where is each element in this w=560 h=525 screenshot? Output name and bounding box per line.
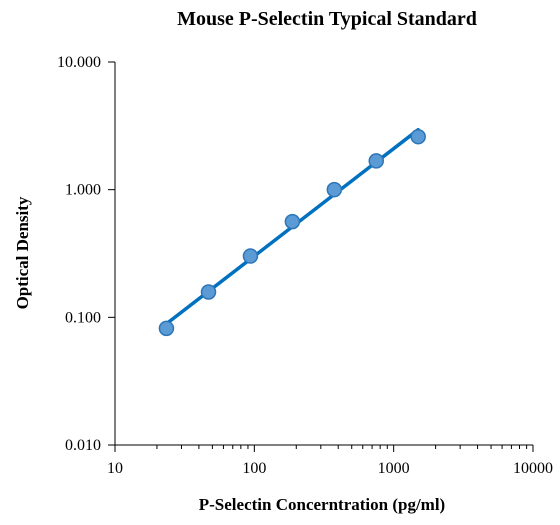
data-point <box>284 213 301 230</box>
x-tick-label: 10 <box>107 460 123 477</box>
y-tick-label: 0.010 <box>65 437 101 454</box>
y-tick-label: 10.000 <box>57 54 101 71</box>
y-tick-label: 0.100 <box>65 309 101 326</box>
x-tick-label: 10000 <box>513 460 553 477</box>
y-axis-label: Optical Density <box>13 196 32 309</box>
data-point <box>200 284 217 300</box>
data-point <box>368 153 385 169</box>
data-points <box>158 128 426 337</box>
data-point <box>410 128 426 145</box>
x-tick-label: 1000 <box>378 460 410 477</box>
data-point <box>158 320 175 337</box>
y-tick-label: 1.000 <box>65 182 101 199</box>
x-tick-label: 100 <box>242 460 266 477</box>
data-point <box>242 248 259 264</box>
axes: 0.010 0.100 1.000 10.000 10 100 1000 10000 <box>57 54 553 477</box>
x-axis-label: P-Selectin Concerntration (pg/ml) <box>199 495 445 514</box>
chart-title: Mouse P-Selectin Typical Standard <box>177 8 477 30</box>
data-point <box>326 181 343 198</box>
